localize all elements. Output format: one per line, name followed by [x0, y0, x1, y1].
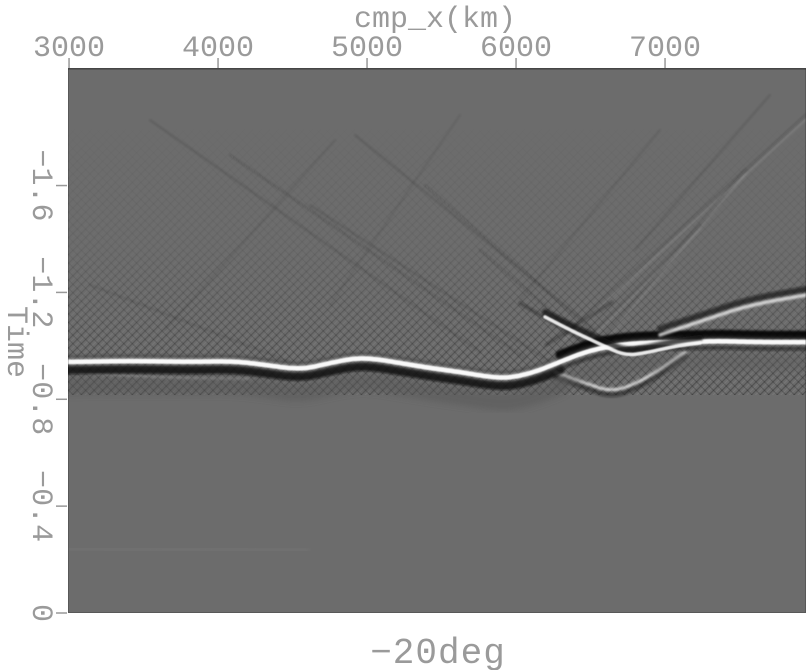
x-tick-label: 6000 — [480, 32, 552, 66]
diffraction-tail — [163, 139, 337, 332]
diffraction-tail — [308, 204, 552, 363]
y-axis-title: Time — [0, 306, 32, 378]
right-dip-white — [658, 293, 806, 337]
horizon-shade-left — [68, 373, 569, 411]
diffraction-tail-flank — [574, 228, 702, 356]
seismic-image — [68, 68, 806, 613]
y-tick-label: −0.4 — [23, 470, 57, 542]
bowtie-lower-dark — [552, 354, 688, 398]
x-tick-label: 4000 — [182, 32, 254, 66]
diffraction-tail — [89, 283, 292, 363]
diffraction-tail-flank — [598, 172, 747, 348]
horizon-shade-right — [552, 353, 806, 390]
x-tick-label: 5000 — [331, 32, 403, 66]
y-tick-label: −1.6 — [23, 150, 57, 222]
diffraction-tail — [574, 224, 702, 352]
y-tick-label: −0.8 — [23, 363, 57, 435]
x-axis-title: cmp_x(km) — [354, 3, 516, 37]
diffraction-tail — [634, 93, 771, 251]
diffraction-tail — [563, 113, 806, 337]
horizon-black-below-left — [68, 361, 565, 391]
x-axis-ticks: 3000 4000 5000 6000 7000 — [33, 32, 701, 68]
panel-caption: −20deg — [370, 633, 506, 670]
bowtie-upper-dark — [542, 308, 704, 353]
y-tick-label: −1.2 — [23, 256, 57, 328]
bowtie-upper-white — [543, 315, 702, 357]
diffraction-tail — [228, 154, 526, 360]
diffraction-tail — [148, 119, 481, 353]
horizon-white — [68, 339, 806, 380]
x-tick-label: 7000 — [629, 32, 701, 66]
diffraction-tail — [544, 300, 614, 347]
panel-top-edge — [68, 68, 806, 70]
right-dip-dark — [656, 286, 806, 332]
diffraction-tail — [519, 128, 661, 301]
x-tick-label: 3000 — [33, 32, 105, 66]
diffraction-tail — [424, 184, 606, 344]
diffraction-tail-flank — [563, 117, 806, 341]
diffraction-tail — [329, 114, 462, 306]
y-axis-ticks: −1.6 −1.2 −0.8 −0.4 0 — [23, 150, 67, 622]
horizon-darkline-above-left — [68, 351, 562, 375]
y-tick-label: 0 — [23, 604, 57, 622]
faint-deep-band — [68, 547, 309, 552]
